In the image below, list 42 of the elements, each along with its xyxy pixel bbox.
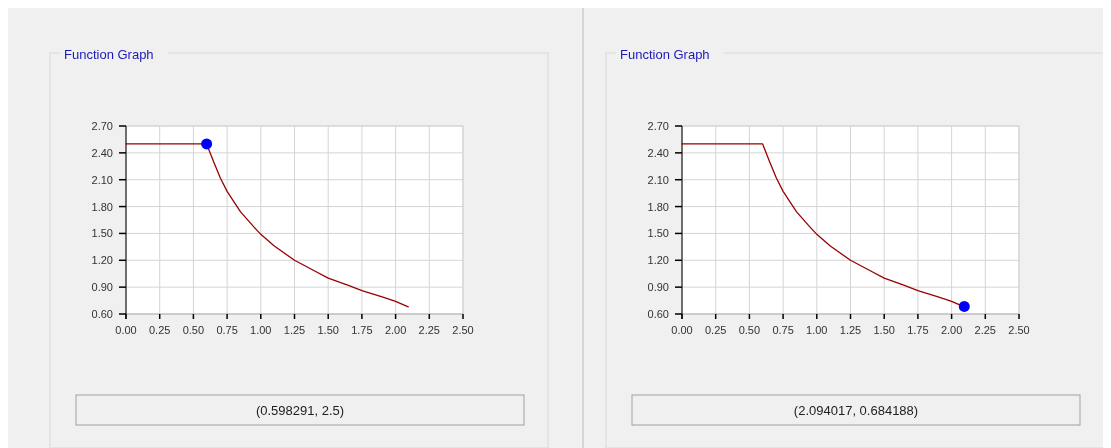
x-tick-label: 0.50 — [738, 324, 761, 336]
x-tick-label: 1.00 — [806, 324, 828, 336]
x-tick-label: 2.00 — [940, 324, 963, 336]
x-tick-label: 1.25 — [283, 324, 306, 336]
y-tick-label: 2.70 — [647, 120, 669, 132]
y-tick-label: 1.80 — [91, 200, 113, 213]
x-tick-label: 1.25 — [839, 324, 862, 336]
text: (2.094017, 0.684188) — [793, 403, 919, 418]
y-tick-label: 2.10 — [91, 173, 113, 186]
y-tick-label: 0.60 — [91, 308, 113, 320]
y-tick-label: 0.60 — [647, 308, 669, 320]
x-tick-label: 2.25 — [418, 324, 441, 336]
x-tick-label: 1.50 — [873, 324, 895, 336]
y-tick-label: 1.20 — [647, 254, 669, 267]
y-tick-label: 1.20 — [91, 254, 113, 267]
y-tick-label: 2.70 — [91, 120, 113, 132]
x-tick-label: 1.75 — [351, 324, 373, 336]
x-tick-label: 0.75 — [772, 324, 794, 336]
x-tick-label: 1.50 — [317, 324, 339, 336]
x-tick-label: 0.75 — [216, 324, 238, 336]
y-tick-label: 2.10 — [647, 173, 669, 186]
x-tick-label: 1.00 — [250, 324, 272, 336]
x-tick-label: 2.00 — [384, 324, 407, 336]
chart-title: Function Graph — [620, 47, 710, 62]
y-tick-label: 1.50 — [647, 227, 669, 240]
y-tick-label: 2.40 — [91, 146, 113, 159]
x-tick-label: 0.25 — [704, 324, 727, 336]
y-tick-label: 0.90 — [91, 281, 113, 294]
x-tick-label: 0.25 — [148, 324, 171, 336]
x-tick-label: 2.25 — [974, 324, 997, 336]
chart-title: Function Graph — [64, 47, 154, 62]
x-tick-label: 2.50 — [1008, 324, 1030, 336]
x-tick-label: 0.00 — [115, 324, 137, 336]
x-tick-label: 0.00 — [671, 324, 693, 336]
y-tick-label: 2.40 — [647, 146, 669, 159]
y-tick-label: 0.90 — [647, 281, 669, 294]
y-tick-label: 1.80 — [647, 200, 669, 213]
x-tick-label: 2.50 — [452, 324, 474, 336]
x-tick-label: 1.75 — [907, 324, 929, 336]
x-tick-label: 0.50 — [182, 324, 205, 336]
text: (0.598291, 2.5) — [255, 403, 345, 418]
y-tick-label: 1.50 — [91, 227, 113, 240]
